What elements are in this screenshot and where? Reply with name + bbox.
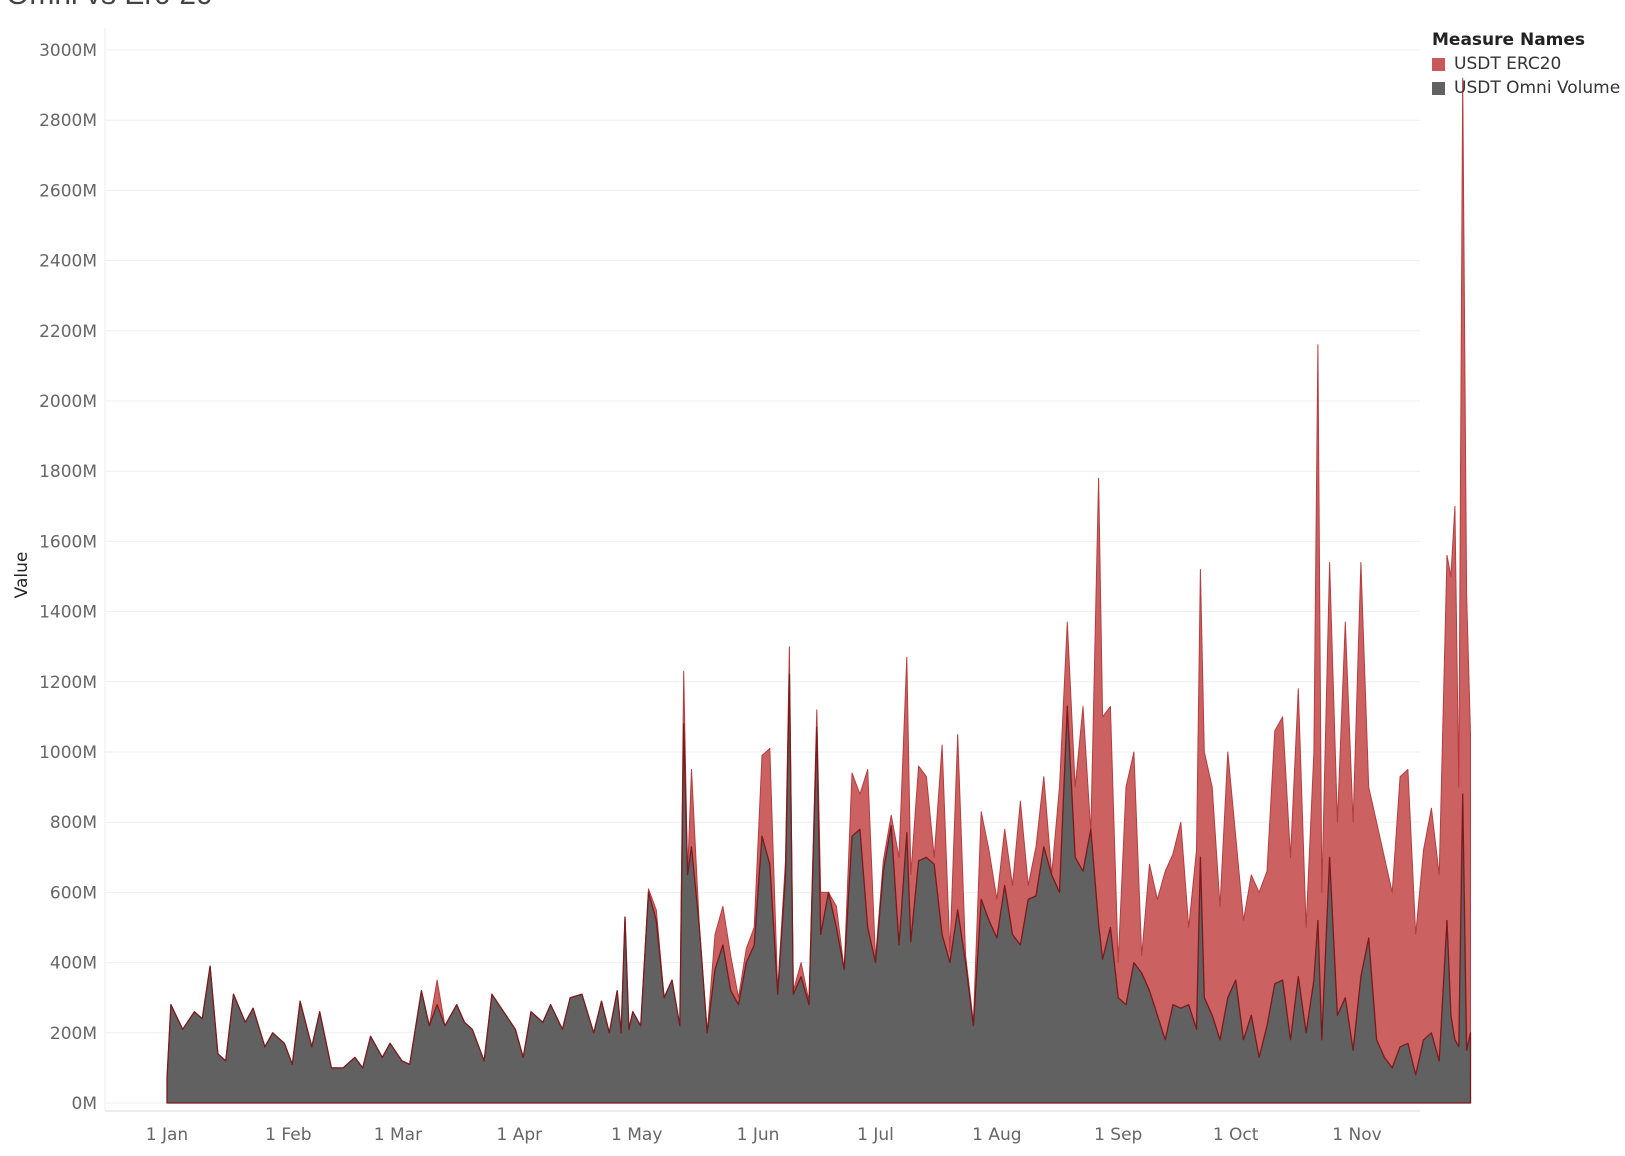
legend-item-omni[interactable]: USDT Omni Volume [1432,78,1620,98]
y-tick-label: 2000M [39,392,97,412]
x-tick-label: 1 Sep [1094,1125,1142,1145]
x-tick-label: 1 Feb [265,1125,311,1145]
y-axis-label: Value [12,552,32,599]
legend-label-omni: USDT Omni Volume [1454,78,1621,98]
x-tick-label: 1 Oct [1213,1125,1259,1145]
legend-swatch-erc20 [1432,57,1445,71]
legend: Measure Names USDT ERC20 USDT Omni Volum… [1432,30,1620,98]
y-tick-label: 2400M [39,252,97,272]
chart-title: Omni vs Erc-20 [6,0,213,12]
x-tick-label: 1 May [611,1125,662,1145]
y-tick-label: 200M [50,1024,97,1044]
x-tick-label: 1 Jun [737,1125,780,1145]
y-tick-label: 800M [50,813,97,833]
y-tick-label: 1400M [39,603,97,623]
x-tick-label: 1 Aug [972,1125,1021,1145]
y-tick-label: 3000M [39,41,97,61]
series-area-omni [166,674,1472,1104]
y-tick-label: 1800M [39,462,97,482]
legend-title: Measure Names [1432,30,1586,50]
series-areas [166,77,1472,1104]
y-tick-label: 1200M [39,673,97,693]
legend-label-erc20: USDT ERC20 [1454,54,1562,74]
axes: 0M 200M 400M 600M 800M 1000M 1200M 1400M 1600M 18… [39,28,1420,1145]
x-tick-label: 1 Jan [146,1125,188,1145]
x-tick-label: 1 Apr [496,1125,542,1145]
y-tick-label: 0M [72,1094,97,1114]
y-tick-label: 1600M [39,532,97,552]
x-tick-label: 1 Jul [857,1125,894,1145]
y-tick-label: 600M [50,883,97,903]
y-tick-label: 2800M [39,111,97,131]
legend-swatch-omni [1432,81,1445,95]
x-tick-label: 1 Nov [1332,1125,1381,1145]
y-tick-label: 2600M [39,181,97,201]
legend-item-erc20[interactable]: USDT ERC20 [1432,54,1620,74]
y-tick-label: 400M [50,954,97,974]
y-tick-label: 2200M [39,322,97,342]
y-tick-label: 1000M [39,743,97,763]
x-tick-label: 1 Mar [374,1125,422,1145]
